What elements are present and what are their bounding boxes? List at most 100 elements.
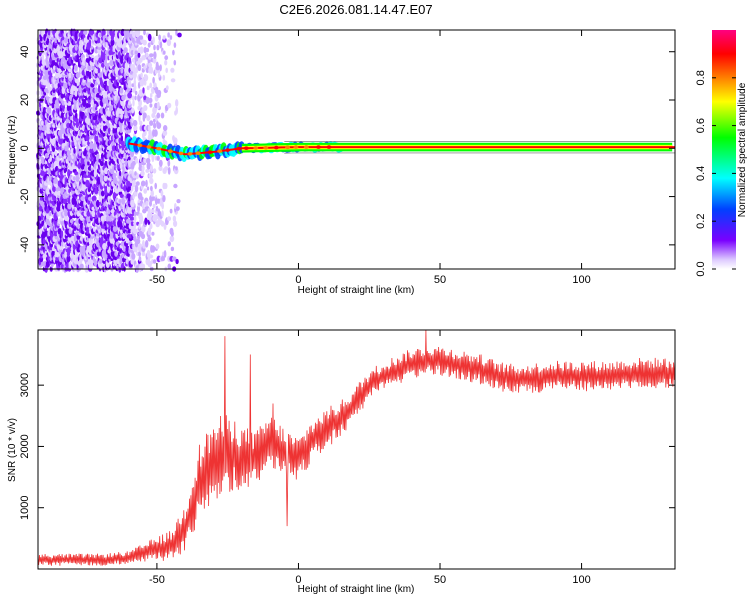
- spectrogram-cell: [49, 154, 52, 163]
- spectrogram-ytick-label: 20: [19, 94, 31, 106]
- spectrogram-cell: [161, 202, 164, 210]
- spectrogram-cell: [303, 145, 309, 149]
- spectrogram-cell: [128, 79, 132, 86]
- spectrogram-cell: [139, 120, 143, 126]
- spectrogram-cell: [163, 250, 167, 258]
- spectrogram-ytick-label: -20: [19, 189, 31, 205]
- spectrogram-cell: [139, 46, 144, 54]
- spectrogram-cell: [139, 124, 143, 132]
- spectrogram-cell: [175, 206, 180, 212]
- spectrogram-cell: [91, 195, 97, 202]
- spectrogram-cell: [112, 172, 117, 180]
- spectrogram-cell: [94, 87, 99, 93]
- spectrogram-cell: [48, 211, 52, 216]
- spectrogram-cell: [97, 67, 101, 74]
- colorbar: 0.0 0.2 0.4 0.6 0.8 Normalized spectral ampl…: [695, 30, 748, 277]
- spectrogram-cell: [53, 177, 58, 184]
- spectrogram-cell: [131, 253, 136, 260]
- spectrogram-cell: [146, 186, 150, 191]
- spectrogram-cell: [133, 215, 137, 223]
- spectrogram-cell: [173, 42, 177, 48]
- spectrogram-cell: [120, 135, 124, 142]
- spectrogram-cell: [162, 35, 166, 40]
- spectrogram-cell: [165, 67, 168, 74]
- spectrogram-cell: [148, 62, 153, 68]
- spectrogram-cell: [143, 29, 146, 36]
- spectrogram-cell: [132, 119, 138, 127]
- spectrogram-cell: [263, 146, 269, 150]
- spectrogram-cell: [68, 68, 73, 73]
- spectrogram-cell: [161, 210, 164, 218]
- spectrogram-cell: [167, 241, 171, 247]
- spectrogram-cell: [131, 107, 135, 114]
- spectrogram-cell: [41, 151, 45, 156]
- spectrogram-cell: [158, 34, 162, 41]
- spectrogram-cell: [149, 223, 153, 230]
- spectrogram-cell: [88, 39, 92, 46]
- spectrogram-cell: [100, 215, 105, 222]
- spectrogram-cell: [132, 179, 136, 188]
- colorbar-label: Normalized spectral amplitude: [737, 82, 748, 217]
- spectrogram-cell: [118, 170, 122, 177]
- spectrogram-cell: [160, 112, 165, 119]
- spectrogram-cell: [164, 59, 168, 66]
- spectrogram-cell: [146, 157, 151, 164]
- spectrogram-cell: [40, 200, 45, 207]
- spectrogram-cell: [89, 142, 94, 150]
- spectrogram-cell: [143, 74, 149, 82]
- spectrogram-cell: [140, 170, 145, 177]
- spectrogram-cell: [169, 35, 173, 40]
- spectrogram-cell: [156, 101, 160, 110]
- colorbar-gradient: [712, 30, 736, 269]
- spectrogram-cell: [162, 195, 166, 203]
- spectrogram-cell: [153, 44, 156, 51]
- spectrogram-cell: [41, 29, 46, 36]
- spectrogram-cell: [101, 250, 105, 258]
- spectrogram-cell: [176, 199, 181, 204]
- spectrogram-cell: [151, 231, 155, 236]
- spectrogram-cell: [96, 251, 101, 257]
- spectrogram-cell: [134, 95, 137, 101]
- spectrogram-cell: [108, 104, 113, 112]
- spectrogram-cell: [173, 59, 177, 66]
- spectrogram-cell: [148, 254, 154, 259]
- spectrogram-cell: [99, 263, 104, 270]
- spectrogram-cell: [141, 165, 145, 172]
- spectrogram-cell: [153, 118, 156, 123]
- spectrogram-cell: [157, 73, 161, 78]
- spectrogram-cell: [60, 229, 64, 238]
- spectrogram-cell: [122, 233, 126, 240]
- spectrogram-cell: [98, 112, 102, 119]
- spectrogram-cell: [127, 186, 132, 191]
- snr-ytick-label: 3000: [19, 373, 31, 397]
- spectrogram-cell: [135, 181, 140, 186]
- spectrogram-cell: [152, 259, 157, 264]
- spectrogram-cell: [119, 194, 124, 198]
- spectrogram-cell: [137, 199, 141, 204]
- spectrogram-x-label: Height of straight line (km): [298, 285, 415, 296]
- spectrogram-cell: [41, 157, 45, 165]
- spectrogram-xtick-label: -50: [149, 274, 165, 286]
- spectrogram-cell: [163, 50, 166, 55]
- spectrogram-cell: [172, 137, 178, 145]
- spectrogram-cell: [124, 62, 129, 69]
- spectrogram-cell: [153, 129, 158, 137]
- spectrogram-cell: [109, 238, 115, 244]
- spectrogram-cell: [134, 171, 137, 176]
- spectrogram-cell: [217, 149, 223, 153]
- spectrogram-cell: [151, 209, 155, 214]
- spectrogram-cell: [84, 141, 89, 146]
- spectrogram-cell: [104, 160, 108, 166]
- spectrogram-cell: [172, 215, 177, 222]
- spectrogram-cell: [170, 78, 176, 83]
- spectrogram-x-axis: -50 0 50 100: [149, 30, 591, 286]
- spectrogram-cell: [173, 220, 178, 227]
- spectrogram-cell: [141, 202, 145, 210]
- spectrogram-cell: [84, 235, 87, 242]
- spectrogram-cell: [178, 151, 184, 156]
- spectrogram-cell: [100, 190, 105, 197]
- spectrogram-cell: [133, 79, 137, 87]
- spectrogram-cell: [137, 29, 141, 36]
- spectrogram-cell: [39, 228, 44, 235]
